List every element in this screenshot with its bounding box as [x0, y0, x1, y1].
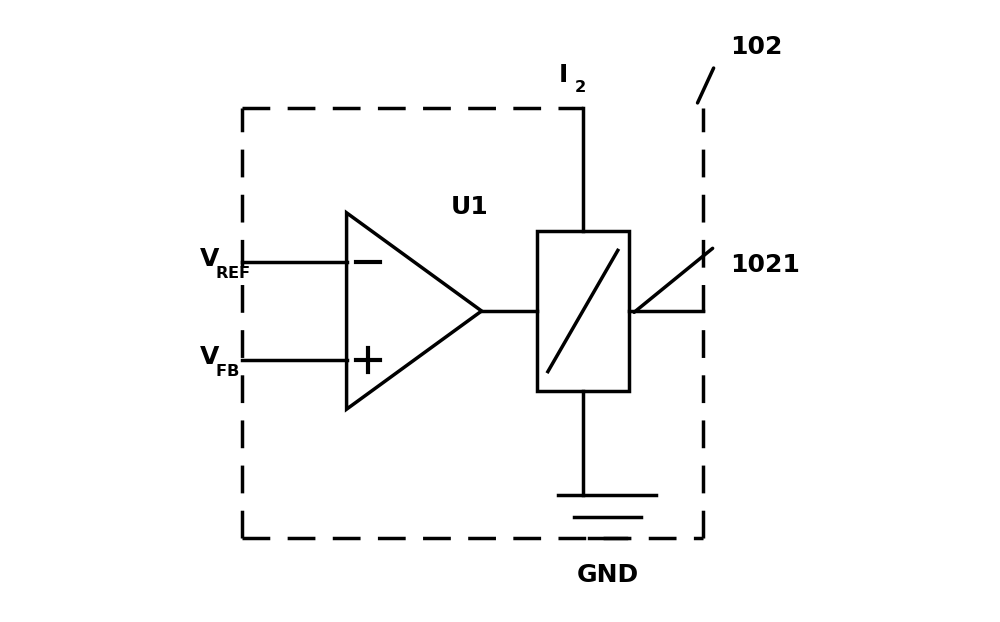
Text: $\mathregular{V}$: $\mathregular{V}$ — [199, 345, 221, 369]
Bar — [537, 231, 629, 391]
Text: $\mathregular{2}$: $\mathregular{2}$ — [574, 79, 586, 95]
Text: $\mathregular{I}$: $\mathregular{I}$ — [558, 63, 567, 86]
Text: $\mathregular{FB}$: $\mathregular{FB}$ — [215, 363, 239, 379]
Text: $\mathregular{REF}$: $\mathregular{REF}$ — [215, 265, 250, 281]
Text: $\mathregular{V}$: $\mathregular{V}$ — [199, 247, 221, 271]
Text: U1: U1 — [451, 195, 489, 219]
Text: 1021: 1021 — [730, 253, 800, 277]
Text: GND: GND — [576, 563, 638, 587]
Text: 102: 102 — [730, 35, 782, 59]
